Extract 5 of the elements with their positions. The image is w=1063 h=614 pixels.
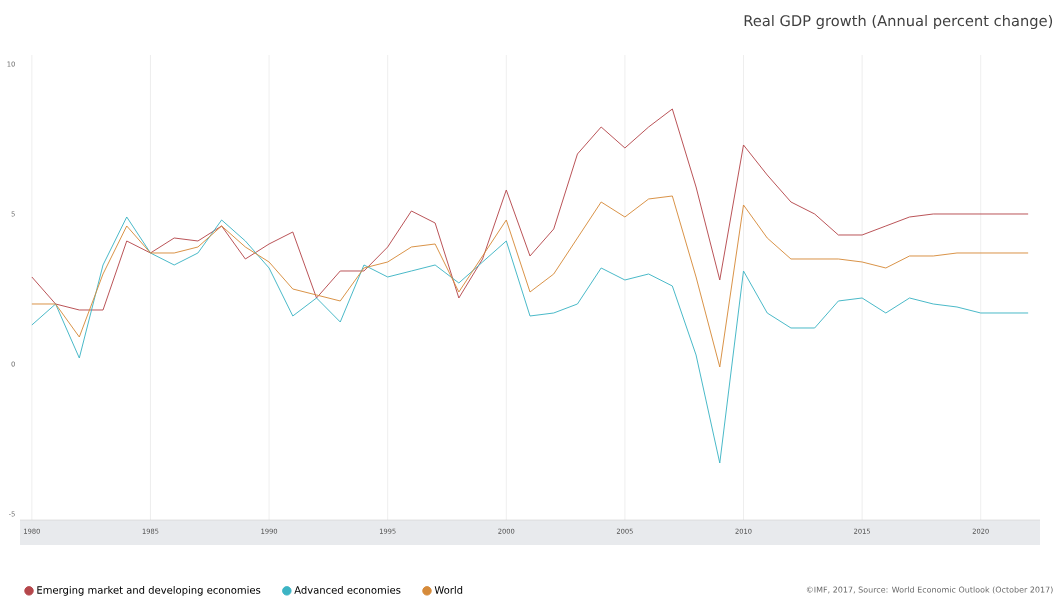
chart-title: Real GDP growth (Annual percent change)	[744, 14, 1053, 30]
legend-label: Emerging market and developing economies	[37, 586, 261, 596]
text: ©IMF, 2017, Source: World Economic Outlook (October 2017)	[806, 586, 1053, 594]
legend-label: World	[434, 586, 463, 594]
legend-label: Advanced economies	[294, 586, 401, 594]
